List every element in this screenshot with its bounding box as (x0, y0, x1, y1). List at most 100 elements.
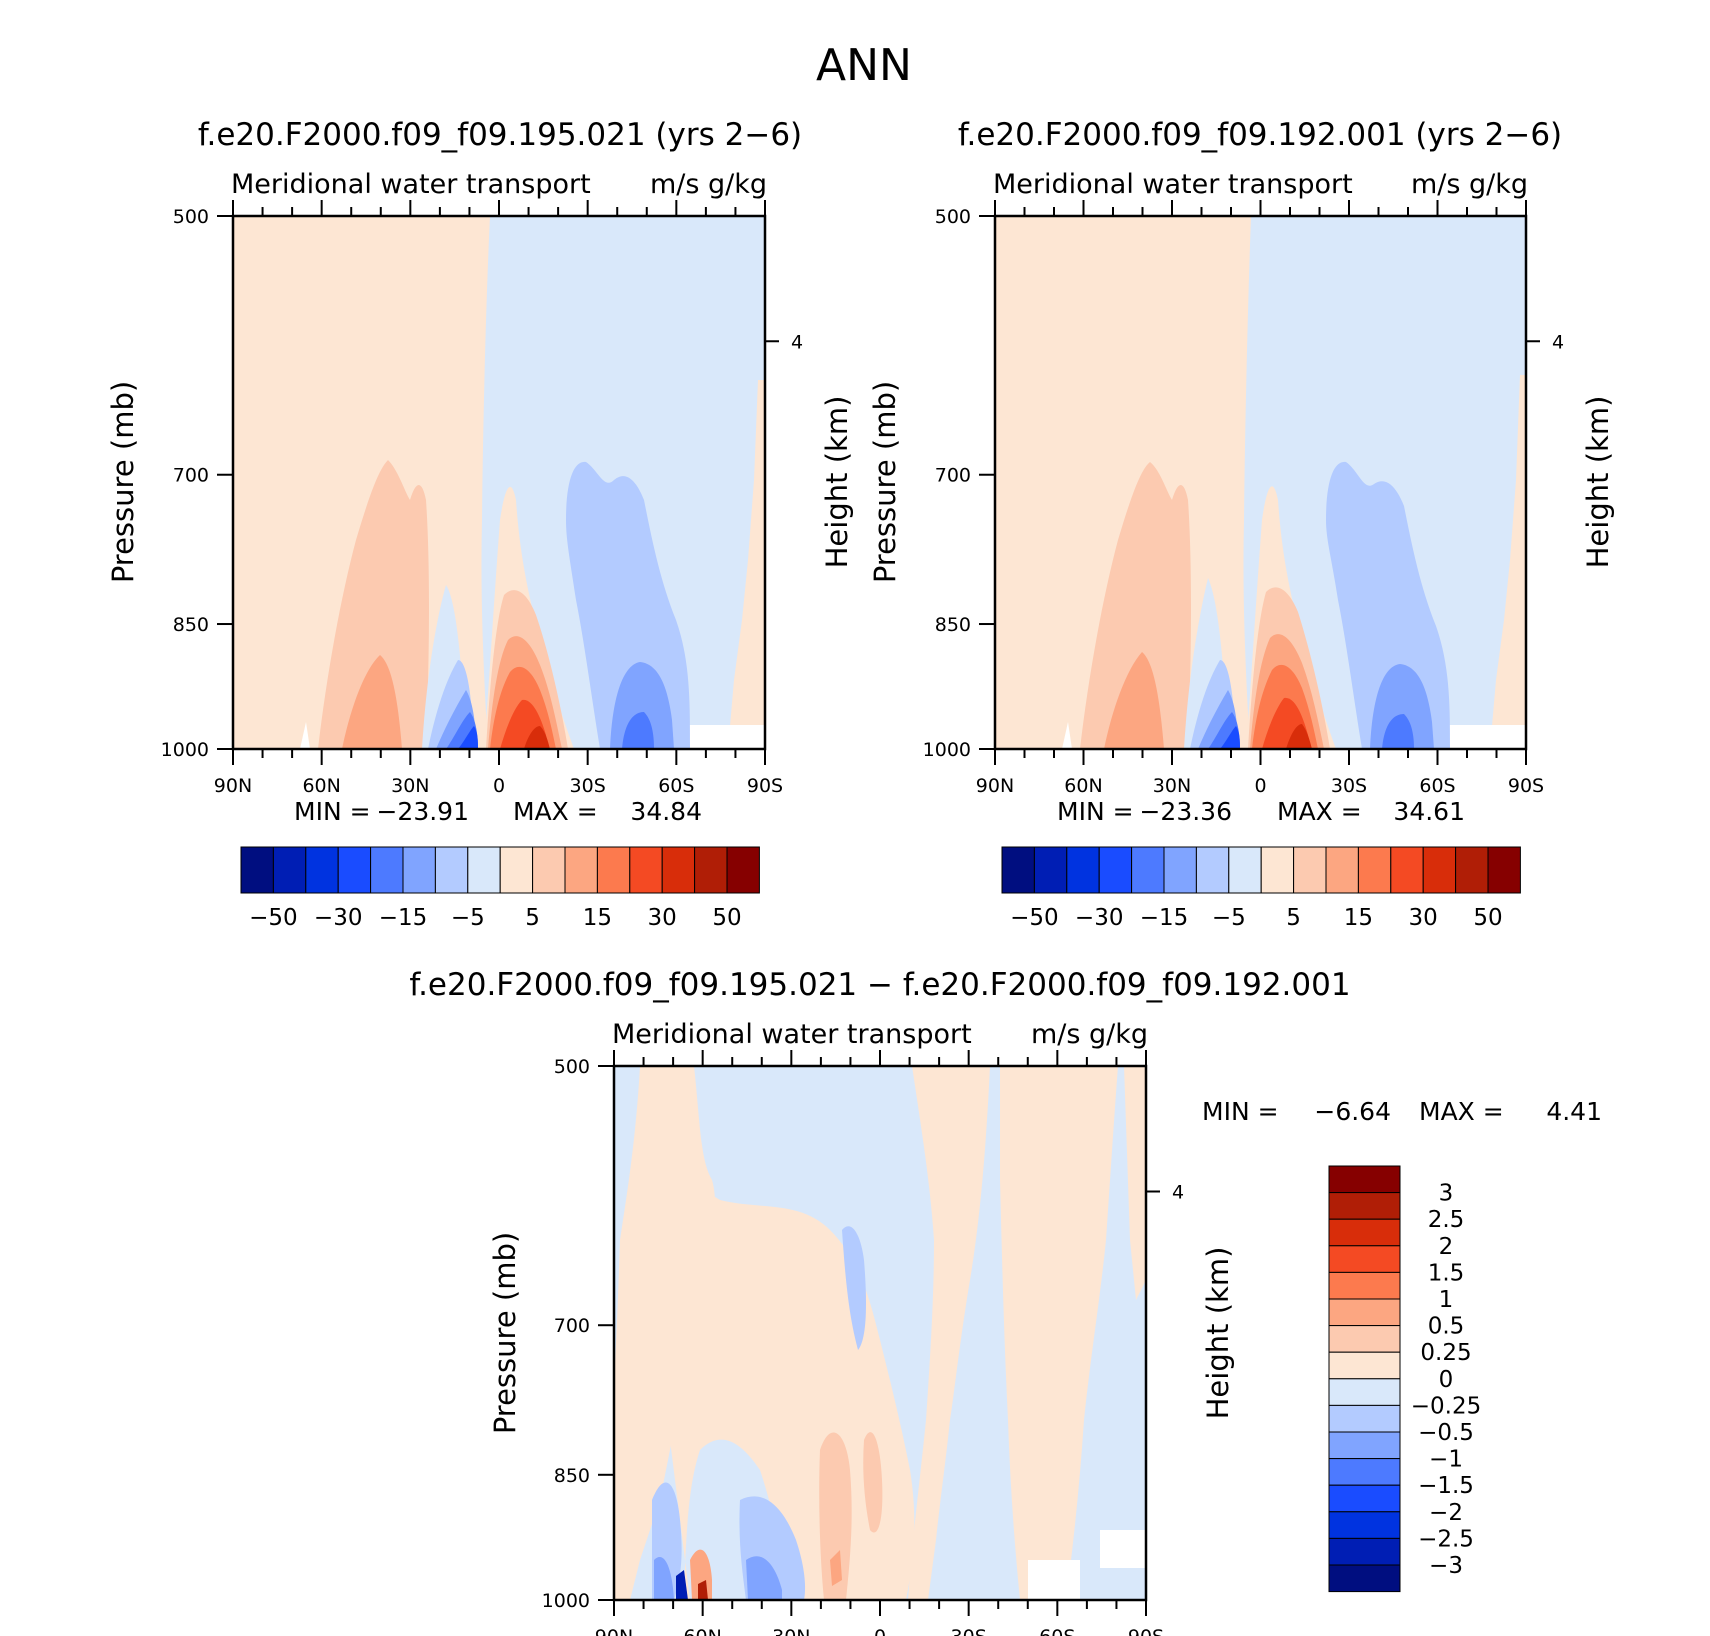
panel-1-pos-ridge-core (342, 655, 402, 749)
panel-2-max-label: MAX = (1277, 797, 1362, 826)
x-tick-label: 30S (1331, 775, 1367, 797)
panel-2-field (995, 216, 1526, 749)
panel-3-neg-blob-4 (746, 1556, 782, 1600)
panel-3: f.e20.F2000.f09_f09.195.021 − f.e20.F200… (409, 967, 1602, 1636)
x-tick-label: 30S (951, 1626, 987, 1636)
panel-3-subtitle-right: m/s g/kg (1031, 1019, 1148, 1050)
colorbar-swatch (1260, 846, 1295, 894)
panel-3-pos-core-2 (698, 1580, 708, 1600)
y-tick-label: 500 (935, 206, 971, 228)
colorbar-swatch (272, 846, 307, 894)
colorbar-label: 15 (1344, 905, 1373, 931)
colorbar-swatch (1328, 1431, 1401, 1460)
x-tick-label: 30N (772, 1626, 810, 1636)
panel-2-title: f.e20.F2000.f09_f09.192.001 (yrs 2−6) (958, 117, 1562, 153)
colorbar-swatch (1328, 1404, 1401, 1433)
panel-3-ylabel: Pressure (mb) (488, 1232, 522, 1434)
colorbar-swatch (1033, 846, 1068, 894)
panel-1-gap (300, 722, 310, 749)
colorbar-swatch (564, 846, 598, 894)
colorbar-swatch (1328, 1564, 1401, 1593)
colorbar-swatch (1455, 846, 1489, 894)
colorbar-label: 50 (1473, 905, 1502, 931)
colorbar-label: 2.5 (1428, 1207, 1465, 1233)
panel-2-min-value: −23.36 (1139, 797, 1232, 826)
panel-1-min-value: −23.91 (376, 797, 469, 826)
y-tick-right-label: 4 (791, 331, 803, 353)
colorbar-label: −50 (1010, 905, 1059, 931)
panel-2-neg-midlat-2 (1370, 664, 1434, 749)
colorbar-swatch (1328, 1484, 1401, 1513)
colorbar-label: 3 (1439, 1181, 1454, 1207)
panel-3-min-value: −6.64 (1314, 1097, 1391, 1126)
panel-3-min-label: MIN = (1202, 1097, 1279, 1126)
colorbar-label: −2.5 (1418, 1526, 1474, 1552)
panel-2-subtitle-right: m/s g/kg (1411, 169, 1528, 200)
panel-2-colorbar: −50 −30 −15 −5 5 15 30 50 (1001, 846, 1521, 931)
panel-3-max-value: 4.41 (1546, 1097, 1602, 1126)
panel-3-neg-blob-5 (654, 1557, 674, 1600)
x-tick-label: 90S (1128, 1626, 1164, 1636)
panel-1-neg-midlat-3 (622, 712, 654, 749)
colorbar-swatch (370, 846, 404, 894)
panel-3-missing-data-2 (1100, 1530, 1146, 1568)
panel-1-title: f.e20.F2000.f09_f09.195.021 (yrs 2−6) (198, 117, 802, 153)
colorbar-label: −30 (314, 905, 363, 931)
colorbar-label: 15 (583, 905, 612, 931)
colorbar-label: −50 (249, 905, 298, 931)
colorbar-swatch (1325, 846, 1359, 894)
panel-1-max-label: MAX = (513, 797, 598, 826)
panel-2-pos-ridge-core (1104, 652, 1164, 749)
panel-3-ylabel-right: Height (km) (1201, 1247, 1235, 1420)
colorbar-label: 5 (1286, 905, 1301, 931)
panel-2: f.e20.F2000.f09_f09.192.001 (yrs 2−6) Me… (868, 117, 1615, 931)
y-tick-label: 1000 (923, 739, 971, 761)
panel-1-neg-lobe-5 (458, 726, 478, 749)
panel-3-neg-north-edge (614, 1066, 640, 1380)
x-tick-label: 60N (683, 1626, 721, 1636)
x-tick-label: 90N (976, 775, 1014, 797)
panel-2-ticks: 90N 60N 30N 0 30S 60S 90S 500 700 850 1000 4 (923, 200, 1564, 797)
y-tick-label: 700 (935, 465, 971, 487)
panel-2-min-label: MIN = (1057, 797, 1134, 826)
colorbar-swatch (337, 846, 372, 894)
colorbar-swatch (1328, 1218, 1401, 1247)
colorbar-swatch (1328, 1271, 1401, 1300)
colorbar-label: −5 (1212, 905, 1246, 931)
colorbar-swatch (596, 846, 631, 894)
colorbar-label: −5 (451, 905, 485, 931)
y-tick-label: 700 (173, 465, 209, 487)
colorbar-label: −30 (1075, 905, 1124, 931)
panel-3-pos-blob-2 (863, 1432, 883, 1533)
colorbar-swatch (1357, 846, 1392, 894)
panel-3-pos-south-2 (1000, 1066, 1118, 1600)
y-tick-label: 1000 (542, 1590, 590, 1612)
x-tick-label: 90S (747, 775, 783, 797)
colorbar-label: −1 (1429, 1447, 1463, 1473)
colorbar-swatch (1328, 1298, 1401, 1327)
panel-1: f.e20.F2000.f09_f09.195.021 (yrs 2−6) Me… (106, 117, 854, 931)
colorbar-swatch (434, 846, 469, 894)
panel-3-colorbar: 32.521.510.50.250−0.25−0.5−1−1.5−2−2.5−3 (1328, 1165, 1481, 1593)
colorbar-swatch (1131, 846, 1165, 894)
colorbar-label: −3 (1429, 1553, 1463, 1579)
panel-2-neg-lobe-5 (1220, 726, 1240, 749)
panel-1-subtitle-right: m/s g/kg (650, 169, 767, 200)
y-tick-label: 1000 (161, 739, 209, 761)
y-tick-label: 500 (554, 1056, 590, 1078)
colorbar-swatch (1228, 846, 1262, 894)
panel-1-ylabel-right: Height (km) (820, 396, 854, 569)
panel-3-pos-blob-1 (819, 1432, 852, 1600)
panel-1-colorbar: −50 −30 −15 −5 5 15 30 50 (240, 846, 760, 931)
panel-2-subtitle-left: Meridional water transport (993, 169, 1353, 200)
x-tick-label: 0 (1254, 775, 1266, 797)
x-tick-label: 90N (595, 1626, 633, 1636)
colorbar-swatch (499, 846, 534, 894)
y-tick-right-label: 4 (1552, 331, 1564, 353)
colorbar-swatch (305, 846, 339, 894)
colorbar-label: 1 (1439, 1287, 1454, 1313)
colorbar-label: −15 (379, 905, 428, 931)
colorbar-label: 2 (1439, 1234, 1454, 1260)
colorbar-swatch (1163, 846, 1197, 894)
